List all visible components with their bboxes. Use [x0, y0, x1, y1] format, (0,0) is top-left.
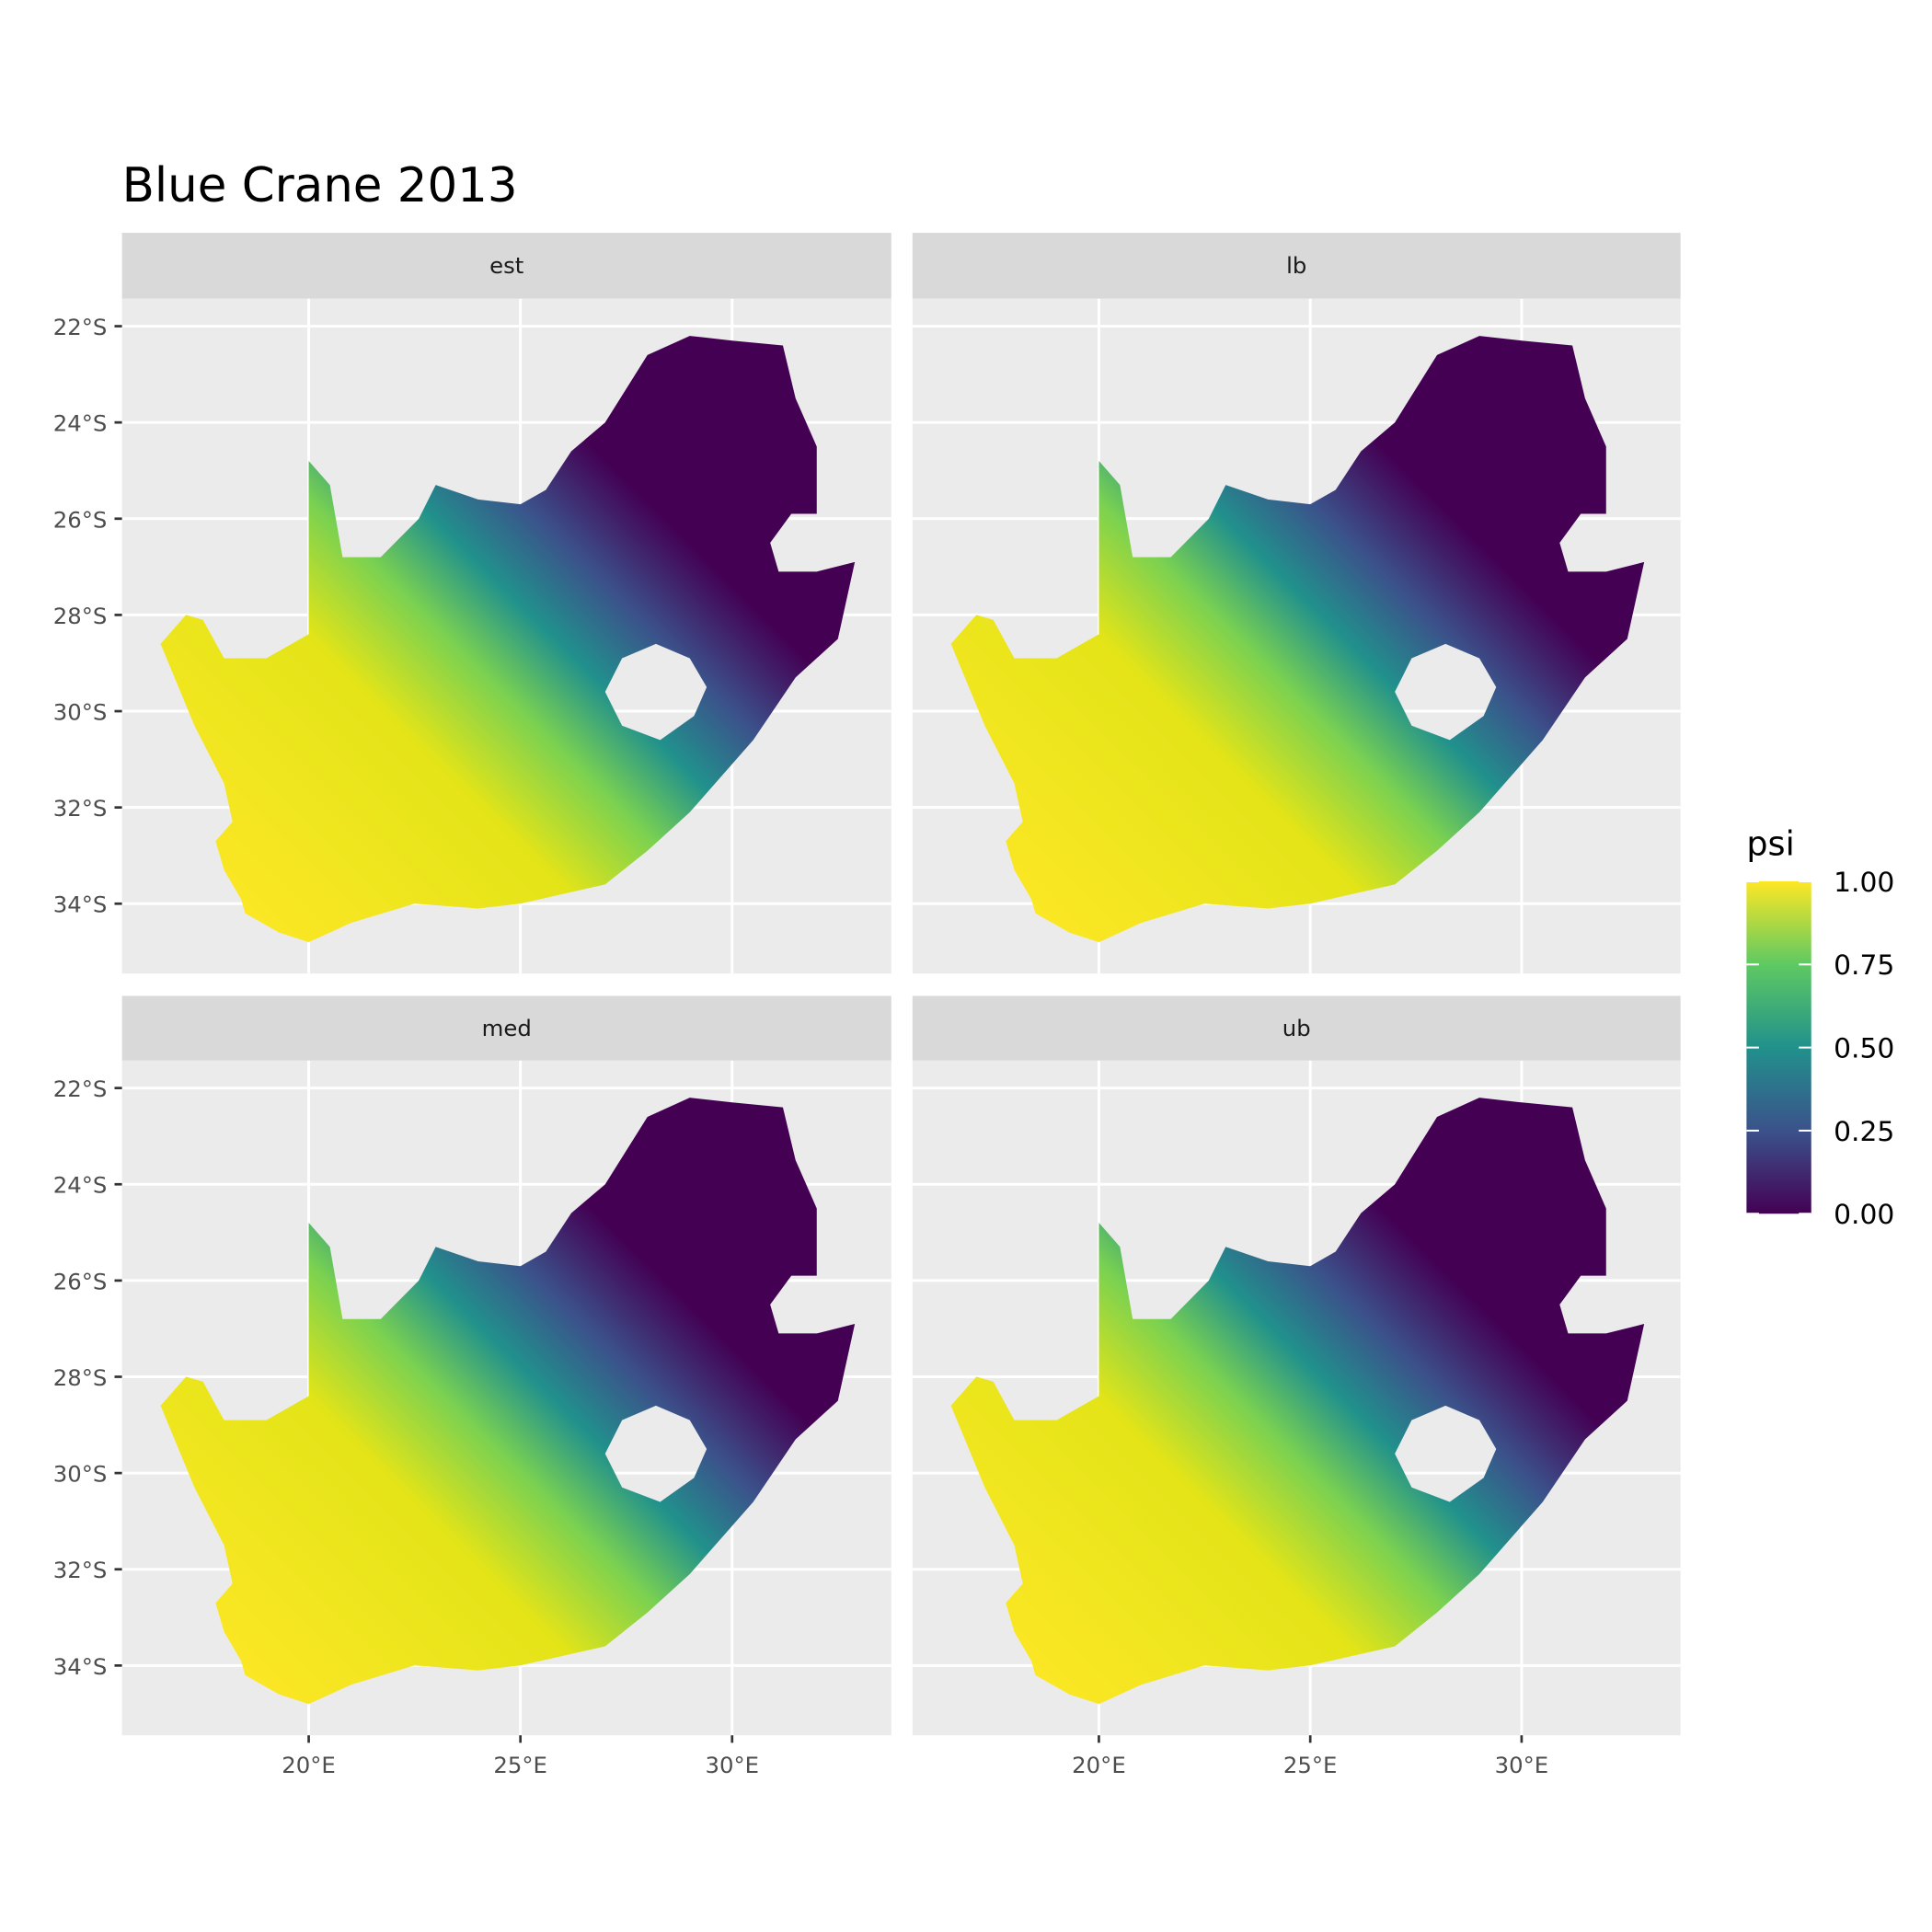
y-tick-label: 30°S	[53, 1461, 108, 1488]
facet-label: med	[482, 1015, 532, 1041]
y-tick-label: 24°S	[53, 410, 108, 437]
y-tick-label: 26°S	[53, 506, 108, 533]
legend-label: 0.25	[1834, 1116, 1894, 1148]
facet-strip	[121, 233, 891, 299]
occupancy-map	[160, 1098, 856, 1705]
x-tick-label: 25°E	[1283, 1752, 1338, 1778]
y-tick-label: 24°S	[53, 1172, 108, 1199]
y-tick-label: 26°S	[53, 1268, 108, 1294]
y-tick-label: 22°S	[53, 1075, 108, 1102]
occupancy-map	[950, 1098, 1645, 1705]
legend-label: 0.50	[1834, 1032, 1894, 1064]
occupancy-map	[950, 336, 1645, 943]
x-tick-label: 20°E	[282, 1752, 336, 1778]
legend-label: 0.75	[1834, 949, 1894, 982]
y-tick-label: 28°S	[53, 603, 108, 629]
y-tick-label: 34°S	[53, 1653, 108, 1680]
facet-strip	[912, 995, 1681, 1061]
facet-label: lb	[1286, 252, 1306, 279]
x-tick-label: 20°E	[1072, 1752, 1126, 1778]
facet-label: est	[489, 252, 523, 279]
facet-strip	[121, 995, 891, 1061]
y-tick-label: 22°S	[53, 314, 108, 340]
y-tick-label: 30°S	[53, 699, 108, 726]
y-tick-label: 28°S	[53, 1364, 108, 1391]
x-tick-label: 25°E	[493, 1752, 547, 1778]
legend-label: 0.00	[1834, 1199, 1894, 1231]
legend-label: 1.00	[1834, 867, 1894, 899]
facet-strip	[912, 233, 1681, 299]
y-tick-label: 32°S	[53, 1557, 108, 1583]
y-tick-label: 34°S	[53, 891, 108, 918]
occupancy-map	[160, 336, 856, 943]
facet-label: ub	[1282, 1015, 1311, 1041]
legend-title: psi	[1746, 824, 1794, 864]
y-tick-label: 32°S	[53, 795, 108, 822]
chart-title: Blue Crane 2013	[122, 158, 518, 213]
x-tick-label: 30°E	[706, 1752, 760, 1778]
x-tick-label: 30°E	[1495, 1752, 1549, 1778]
